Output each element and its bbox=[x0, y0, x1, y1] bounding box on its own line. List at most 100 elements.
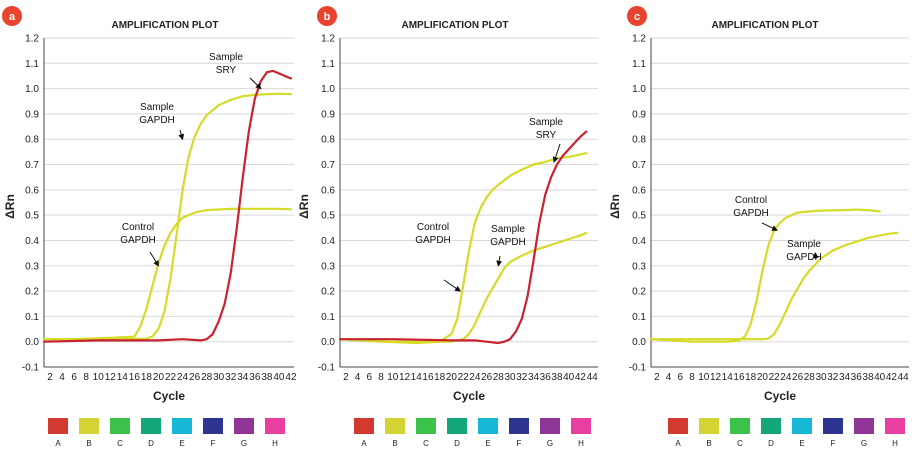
x-tick-label: 20 bbox=[446, 372, 458, 383]
annotation-arrow bbox=[496, 255, 503, 267]
legend-label: E bbox=[485, 439, 490, 448]
x-tick-label: 18 bbox=[434, 372, 446, 383]
legend-label: H bbox=[578, 439, 584, 448]
y-tick-label: 0.4 bbox=[632, 236, 646, 247]
legend-swatch-a[interactable] bbox=[48, 418, 68, 434]
x-tick-label: 6 bbox=[678, 372, 684, 383]
x-tick-label: 10 bbox=[698, 372, 710, 383]
legend-swatch-h[interactable] bbox=[265, 418, 285, 434]
y-tick-label: 0.5 bbox=[25, 211, 39, 222]
annotation-text: Sample bbox=[209, 52, 243, 63]
y-tick-label: 0.9 bbox=[321, 109, 335, 120]
panel-title: AMPLIFICATION PLOT bbox=[711, 20, 818, 31]
panel-badge bbox=[627, 6, 647, 26]
legend-label: G bbox=[861, 439, 867, 448]
y-tick-label: 0.2 bbox=[25, 287, 39, 298]
y-tick-label: 0.6 bbox=[632, 185, 646, 196]
legend-label: C bbox=[737, 439, 743, 448]
legend-swatch-e[interactable] bbox=[478, 418, 498, 434]
x-tick-label: 18 bbox=[141, 372, 153, 383]
y-tick-label: 0.4 bbox=[25, 236, 39, 247]
y-tick-label: 0.1 bbox=[632, 312, 646, 323]
y-axis-label: ΔRn bbox=[608, 194, 622, 219]
legend-swatch-h[interactable] bbox=[885, 418, 905, 434]
annotation-text: SRY bbox=[216, 65, 237, 76]
y-tick-label: 0.4 bbox=[321, 236, 335, 247]
legend-label: B bbox=[392, 439, 397, 448]
legend-swatch-g[interactable] bbox=[540, 418, 560, 434]
annotation-text: Control bbox=[417, 222, 449, 233]
x-tick-label: 6 bbox=[367, 372, 373, 383]
x-tick-label: 8 bbox=[378, 372, 384, 383]
legend-swatch-b[interactable] bbox=[79, 418, 99, 434]
legend-label: F bbox=[517, 439, 522, 448]
legend-swatch-d[interactable] bbox=[761, 418, 781, 434]
legend-label: E bbox=[179, 439, 184, 448]
x-tick-label: 12 bbox=[105, 372, 117, 383]
legend-swatch-g[interactable] bbox=[234, 418, 254, 434]
annotation-arrow bbox=[149, 251, 159, 267]
y-tick-label: 1.2 bbox=[321, 34, 335, 45]
y-tick-label: 0.8 bbox=[632, 135, 646, 146]
legend-swatch-e[interactable] bbox=[792, 418, 812, 434]
legend-swatch-b[interactable] bbox=[385, 418, 405, 434]
annotation-arrow bbox=[812, 252, 819, 261]
series-line-2 bbox=[42, 69, 293, 343]
legend-swatch-b[interactable] bbox=[699, 418, 719, 434]
annotation-text: GAPDH bbox=[733, 208, 769, 219]
legend-swatch-c[interactable] bbox=[730, 418, 750, 434]
annotation-text: Sample bbox=[140, 102, 174, 113]
y-tick-label: 1.0 bbox=[321, 84, 335, 95]
x-tick-label: 24 bbox=[780, 372, 792, 383]
x-tick-label: 28 bbox=[804, 372, 816, 383]
annotation-text: Sample bbox=[787, 239, 821, 250]
panel-title: AMPLIFICATION PLOT bbox=[111, 20, 218, 31]
legend-label: A bbox=[55, 439, 61, 448]
legend-swatch-a[interactable] bbox=[354, 418, 374, 434]
x-tick-label: 44 bbox=[898, 372, 910, 383]
y-axis-label: ΔRn bbox=[297, 194, 311, 219]
y-tick-label: -0.1 bbox=[318, 363, 336, 374]
y-tick-label: 1.1 bbox=[632, 59, 646, 70]
panel-badge-label: b bbox=[324, 11, 331, 23]
y-tick-label: 0.0 bbox=[25, 337, 39, 348]
legend-swatch-h[interactable] bbox=[571, 418, 591, 434]
series-line-1 bbox=[649, 231, 899, 341]
x-tick-label: 32 bbox=[516, 372, 528, 383]
x-tick-label: 18 bbox=[745, 372, 757, 383]
x-tick-label: 34 bbox=[237, 372, 249, 383]
y-tick-label: 0.6 bbox=[25, 185, 39, 196]
x-tick-label: 28 bbox=[201, 372, 213, 383]
legend-swatch-c[interactable] bbox=[110, 418, 130, 434]
y-tick-label: 0.1 bbox=[25, 312, 39, 323]
annotation-0: Control GAPDH bbox=[733, 195, 778, 231]
series-line-0 bbox=[42, 207, 293, 341]
x-tick-label: 42 bbox=[575, 372, 587, 383]
annotation-0: Sample SRY bbox=[529, 117, 563, 163]
legend-swatch-g[interactable] bbox=[854, 418, 874, 434]
annotation-1: Sample GAPDH bbox=[139, 102, 185, 141]
x-tick-label: 30 bbox=[213, 372, 225, 383]
legend-swatch-d[interactable] bbox=[141, 418, 161, 434]
y-tick-label: 0.0 bbox=[632, 337, 646, 348]
legend-swatch-e[interactable] bbox=[172, 418, 192, 434]
x-tick-label: 6 bbox=[71, 372, 77, 383]
annotation-arrow bbox=[552, 143, 561, 163]
legend-swatch-f[interactable] bbox=[823, 418, 843, 434]
annotation-text: Sample bbox=[529, 117, 563, 128]
y-tick-label: 0.8 bbox=[25, 135, 39, 146]
legend: A B C D E F G H bbox=[668, 418, 905, 448]
legend-swatch-f[interactable] bbox=[203, 418, 223, 434]
legend-swatch-c[interactable] bbox=[416, 418, 436, 434]
x-tick-label: 42 bbox=[886, 372, 898, 383]
x-tick-label: 14 bbox=[722, 372, 734, 383]
annotation-text: SRY bbox=[536, 130, 557, 141]
legend-swatch-d[interactable] bbox=[447, 418, 467, 434]
legend-label: F bbox=[211, 439, 216, 448]
legend-label: G bbox=[241, 439, 247, 448]
legend-label: E bbox=[799, 439, 804, 448]
legend-swatch-a[interactable] bbox=[668, 418, 688, 434]
x-tick-label: 4 bbox=[355, 372, 361, 383]
legend-swatch-f[interactable] bbox=[509, 418, 529, 434]
